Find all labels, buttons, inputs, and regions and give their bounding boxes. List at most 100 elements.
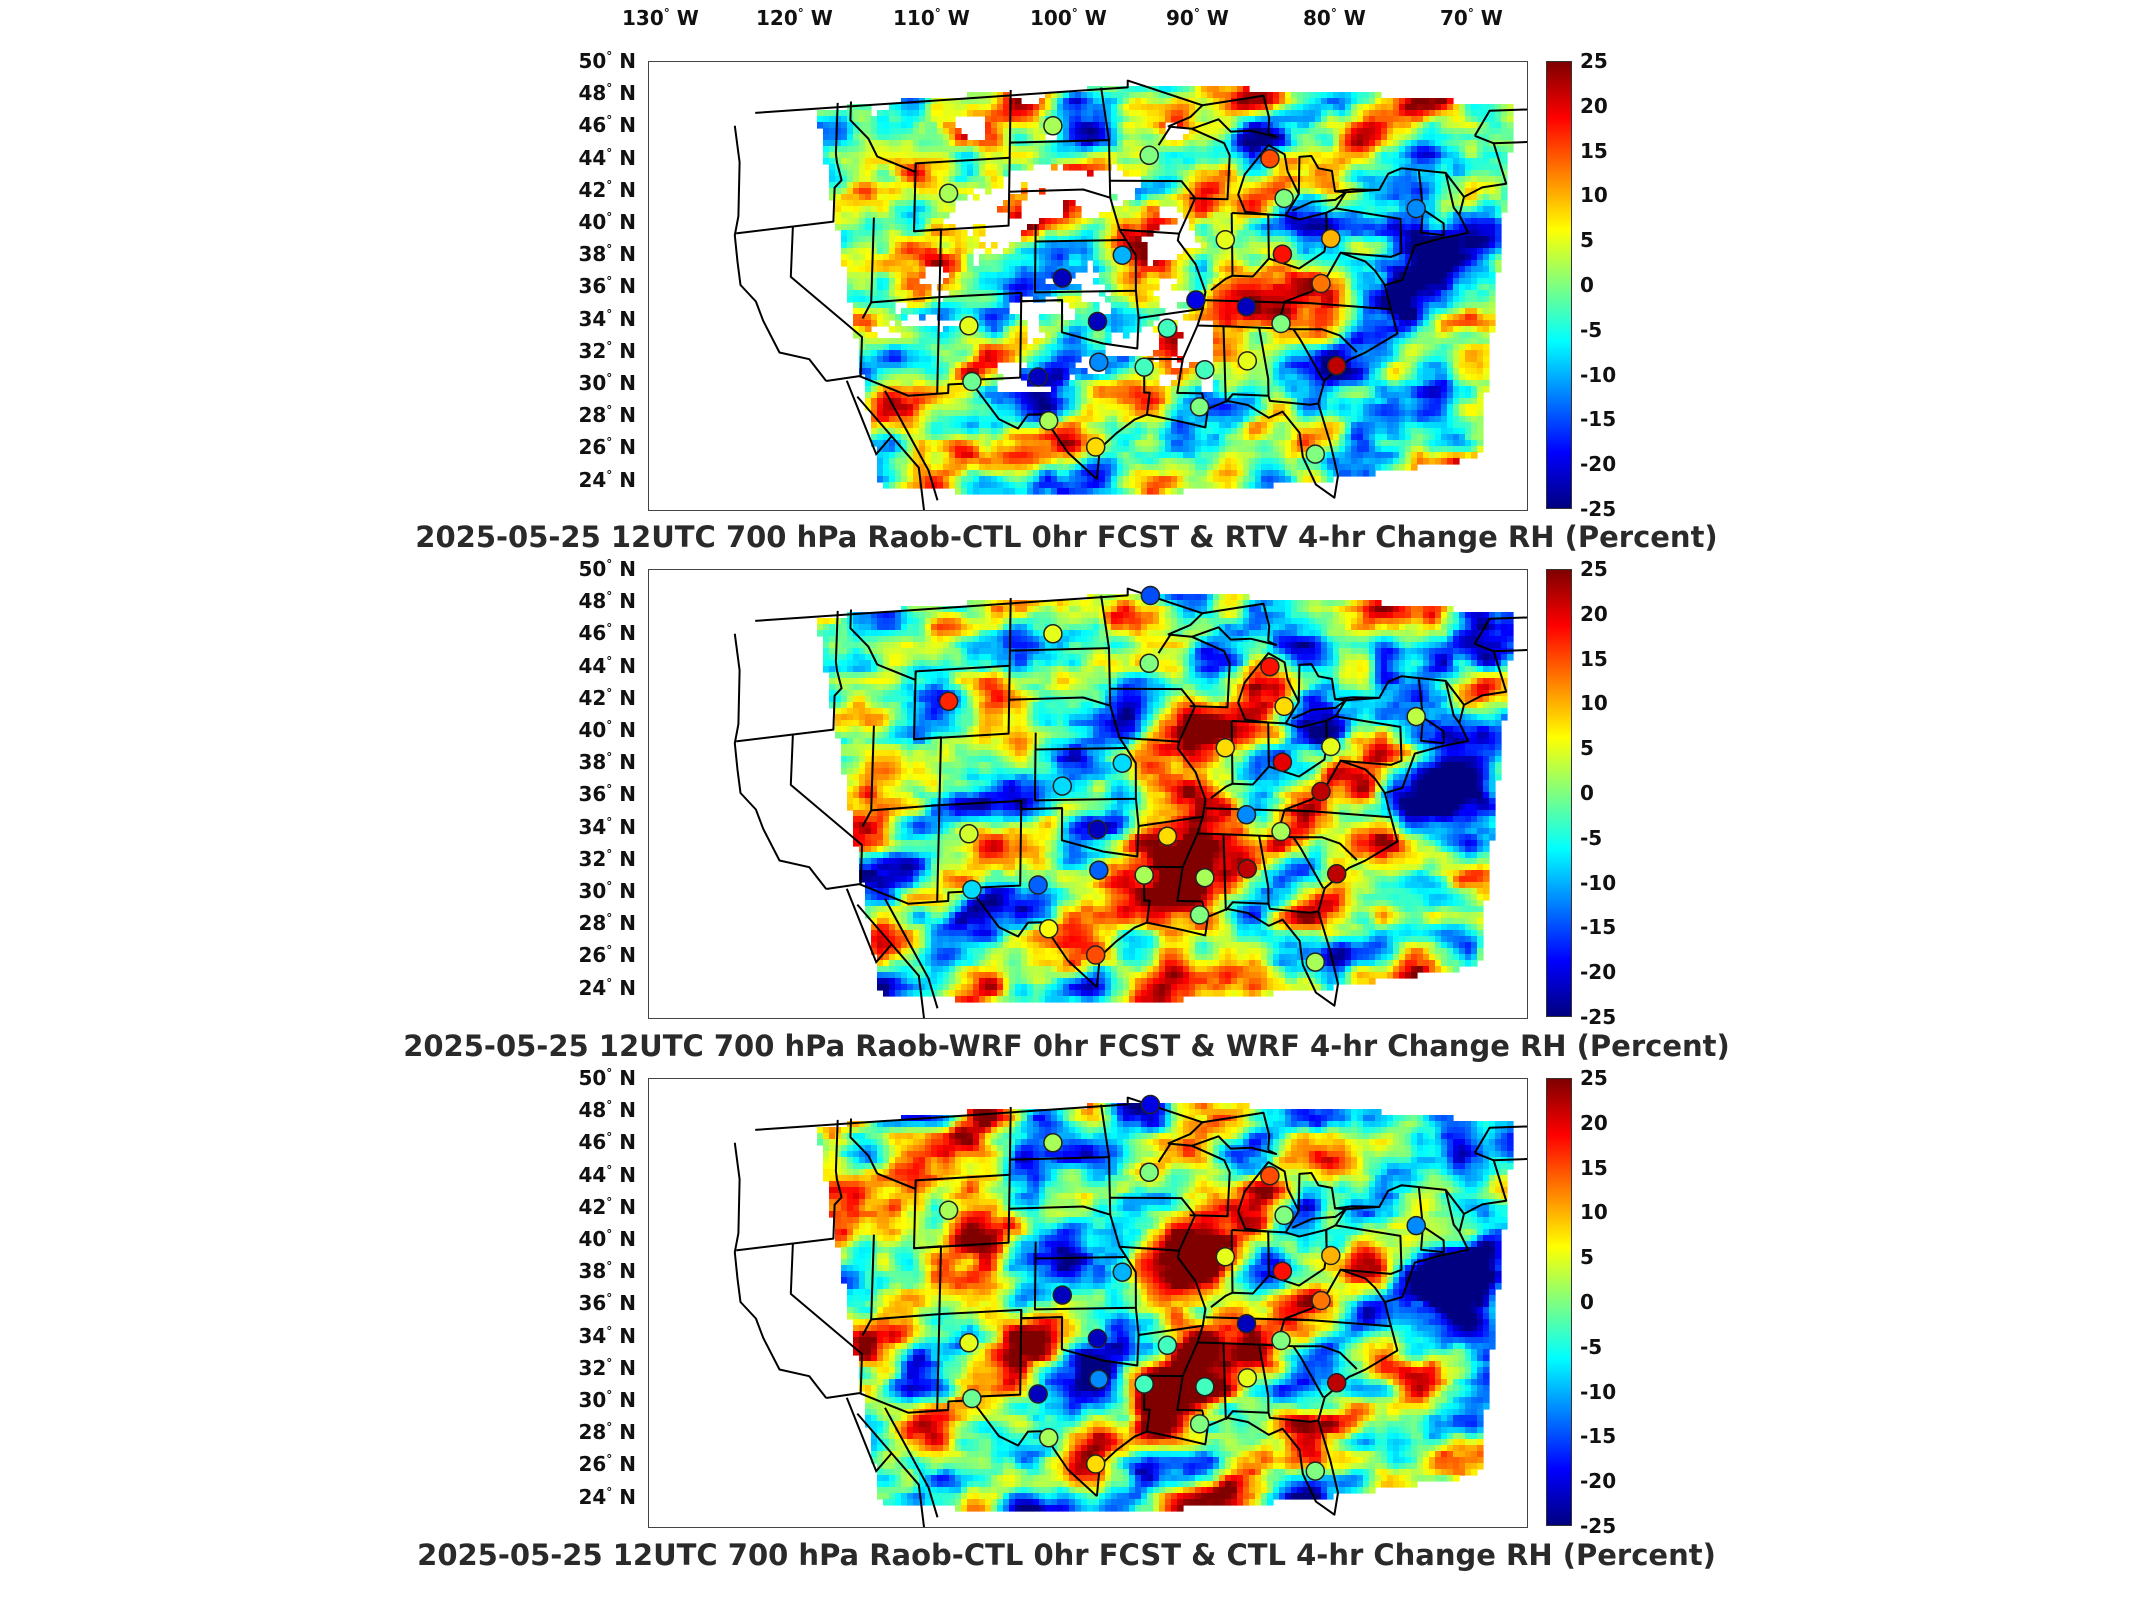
lat-suffix: N <box>612 1452 636 1476</box>
lat-label: 44° N <box>566 146 636 170</box>
colorbar-tick-label: -5 <box>1580 318 1602 342</box>
colorbar-tick-label: 5 <box>1580 1245 1594 1269</box>
lat-value: 40 <box>578 718 606 742</box>
state-boundaries <box>733 1096 1527 1516</box>
raob-station-marker <box>1038 411 1059 431</box>
lat-label: 44° N <box>566 1163 636 1187</box>
lat-value: 46 <box>578 1130 606 1154</box>
lat-suffix: N <box>612 718 636 742</box>
lat-label: 48° N <box>566 589 636 613</box>
raob-station-marker <box>1139 653 1159 674</box>
lat-suffix: N <box>612 1485 636 1509</box>
lon-value: 100 <box>1030 6 1072 30</box>
colorbar-tick-label: -20 <box>1580 1469 1616 1493</box>
raob-station-marker <box>1195 1376 1215 1397</box>
lat-suffix: N <box>612 976 636 1000</box>
lat-suffix: N <box>612 911 636 935</box>
colorbar-tick-label: 20 <box>1580 94 1608 118</box>
raob-station-marker <box>1028 875 1048 895</box>
lat-value: 32 <box>578 847 606 871</box>
lat-value: 40 <box>578 210 606 234</box>
raob-station-marker <box>1052 1285 1073 1305</box>
lat-suffix: N <box>612 1291 636 1315</box>
map-panel <box>648 61 1528 511</box>
raob-station-marker <box>959 316 979 336</box>
lat-value: 32 <box>578 339 606 363</box>
baja-coastline <box>845 888 939 1018</box>
lat-suffix: N <box>612 242 636 266</box>
lat-value: 50 <box>578 557 606 581</box>
raob-station-marker <box>1139 145 1159 166</box>
lat-label: 34° N <box>566 815 636 839</box>
lat-value: 40 <box>578 1227 606 1251</box>
colorbar-tick-label: 20 <box>1580 602 1608 626</box>
raob-station-marker <box>1326 356 1347 376</box>
lat-label: 42° N <box>566 1195 636 1219</box>
lat-label: 46° N <box>566 1130 636 1154</box>
raob-station-marker <box>1260 148 1280 169</box>
raob-station-marker <box>1311 781 1331 802</box>
raob-station-marker <box>1305 952 1326 972</box>
lat-suffix: N <box>612 49 636 73</box>
colorbar-tick-label: 15 <box>1580 1156 1608 1180</box>
raob-station-marker <box>938 1200 959 1221</box>
lat-value: 26 <box>578 435 606 459</box>
lat-value: 38 <box>578 242 606 266</box>
raob-station-marker <box>1112 1262 1133 1282</box>
colorbar-tick-label: 0 <box>1580 781 1594 805</box>
raob-station-marker <box>1139 1162 1159 1183</box>
lat-label: 30° N <box>566 879 636 903</box>
rh-change-map <box>733 585 1527 1018</box>
raob-station-marker <box>1028 1384 1048 1404</box>
raob-station-marker <box>1321 736 1341 757</box>
lat-suffix: N <box>612 1227 636 1251</box>
lat-value: 36 <box>578 1291 606 1315</box>
lat-value: 38 <box>578 750 606 774</box>
raob-station-marker <box>938 183 959 204</box>
lat-suffix: N <box>612 1388 636 1412</box>
raob-station-marker <box>1195 867 1215 888</box>
colorbar-tick-label: 25 <box>1580 1066 1608 1090</box>
raob-station-marker <box>1274 188 1294 209</box>
lat-value: 28 <box>578 911 606 935</box>
raob-station-marker <box>1052 776 1073 796</box>
lon-suffix: W <box>1200 6 1229 30</box>
map-panel <box>648 1078 1528 1528</box>
rh-change-map <box>733 1094 1527 1527</box>
raob-station-marker <box>959 824 979 844</box>
lat-label: 48° N <box>566 81 636 105</box>
lat-value: 46 <box>578 113 606 137</box>
lat-value: 42 <box>578 178 606 202</box>
colorbar-tick-label: -10 <box>1580 1380 1616 1404</box>
map-panel <box>648 569 1528 1019</box>
lon-suffix: W <box>941 6 970 30</box>
lat-label: 38° N <box>566 1259 636 1283</box>
raob-station-marker <box>1089 1369 1109 1389</box>
lon-suffix: W <box>1474 6 1503 30</box>
lat-value: 42 <box>578 686 606 710</box>
lon-label-top: 120° W <box>756 6 833 36</box>
lat-value: 30 <box>578 879 606 903</box>
lon-suffix: W <box>670 6 699 30</box>
raob-station-marker <box>1038 1428 1059 1448</box>
colorbar-tick-label: -25 <box>1580 1005 1616 1029</box>
colorbar-tick-label: 0 <box>1580 1290 1594 1314</box>
lat-label: 24° N <box>566 976 636 1000</box>
raob-station-marker <box>1326 864 1347 884</box>
lat-suffix: N <box>612 339 636 363</box>
lon-label-top: 80° W <box>1303 6 1366 36</box>
lat-label: 32° N <box>566 847 636 871</box>
panel-title: 2025-05-25 12UTC 700 hPa Raob-CTL 0hr FC… <box>0 520 2133 554</box>
lon-suffix: W <box>1078 6 1107 30</box>
panel-title: 2025-05-25 12UTC 700 hPa Raob-WRF 0hr FC… <box>0 1029 2133 1063</box>
raob-station-marker <box>1215 738 1236 758</box>
raob-station-marker <box>1089 860 1109 880</box>
raob-station-marker <box>1043 1133 1063 1153</box>
lat-value: 26 <box>578 1452 606 1476</box>
lat-suffix: N <box>612 589 636 613</box>
lat-suffix: N <box>612 1195 636 1219</box>
lat-label: 28° N <box>566 403 636 427</box>
raob-station-marker <box>1215 230 1236 250</box>
lat-value: 42 <box>578 1195 606 1219</box>
